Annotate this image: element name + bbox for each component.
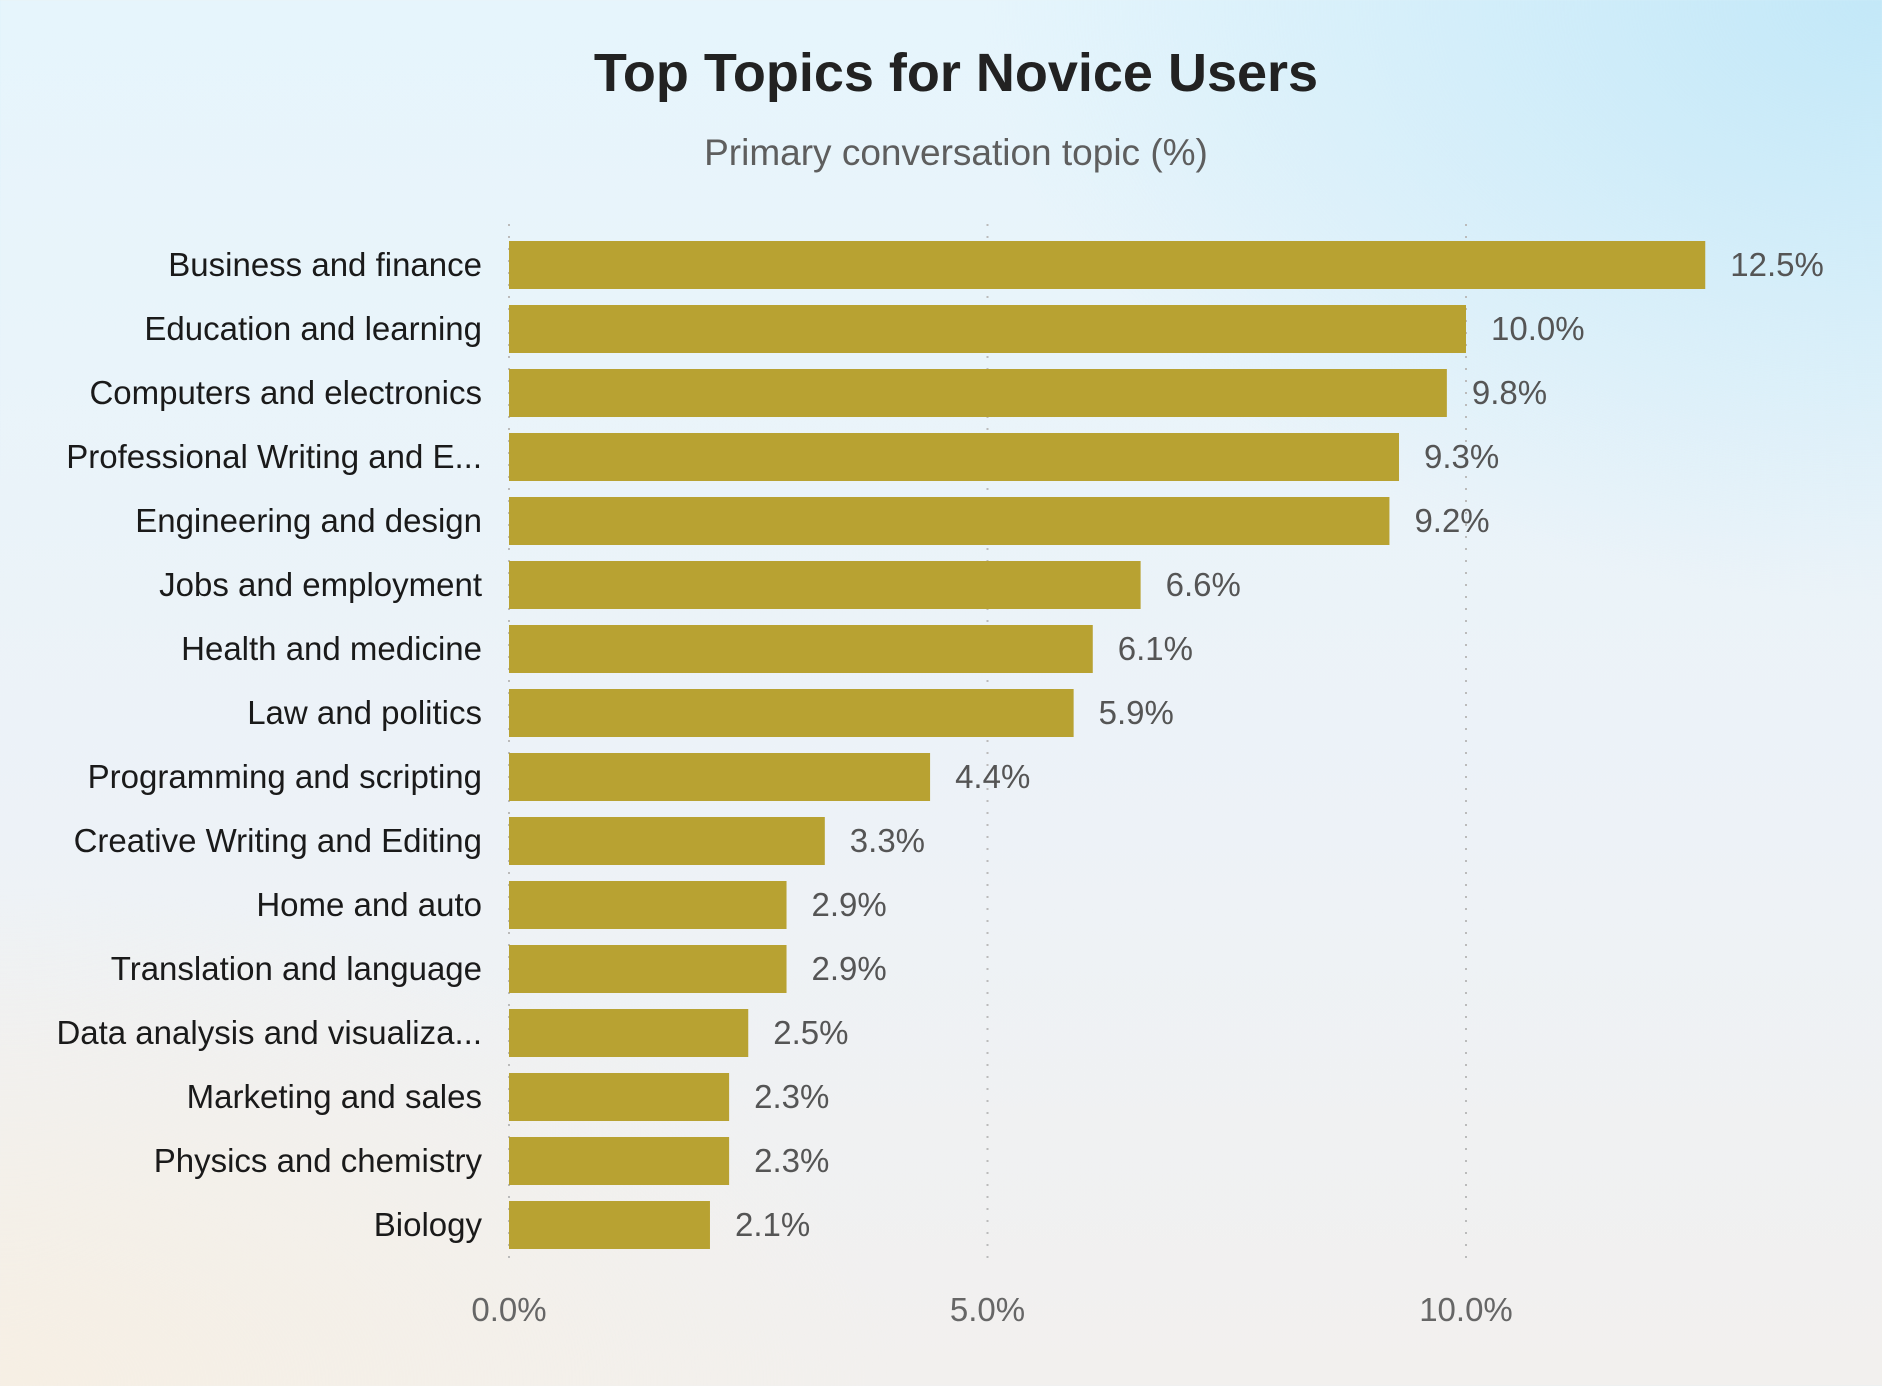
bar <box>509 689 1074 737</box>
bar <box>509 1137 730 1185</box>
data-label: 4.4% <box>955 758 1030 795</box>
category-label: Marketing and sales <box>187 1078 482 1115</box>
category-label: Engineering and design <box>135 502 482 539</box>
category-label: Law and politics <box>247 694 482 731</box>
bar <box>509 497 1390 545</box>
category-label: Education and learning <box>144 310 482 347</box>
category-label: Professional Writing and E... <box>66 438 482 475</box>
bar <box>509 305 1466 353</box>
category-label: Data analysis and visualiza... <box>56 1014 482 1051</box>
chart-subtitle: Primary conversation topic (%) <box>704 132 1208 173</box>
data-label: 6.1% <box>1118 630 1193 667</box>
bar <box>509 753 931 801</box>
bar <box>509 241 1706 289</box>
data-label: 3.3% <box>850 822 925 859</box>
x-tick-label: 5.0% <box>950 1291 1025 1328</box>
data-label: 12.5% <box>1730 246 1824 283</box>
data-label: 2.3% <box>754 1142 829 1179</box>
chart-title: Top Topics for Novice Users <box>593 43 1319 103</box>
data-label: 2.3% <box>754 1078 829 1115</box>
bar <box>509 561 1141 609</box>
bar <box>509 1073 730 1121</box>
category-label: Computers and electronics <box>89 374 482 411</box>
category-label: Creative Writing and Editing <box>74 822 482 859</box>
data-label: 6.6% <box>1166 566 1241 603</box>
category-label: Home and auto <box>256 886 482 923</box>
x-tick-label: 10.0% <box>1419 1291 1513 1328</box>
bar <box>509 945 787 993</box>
category-label: Biology <box>374 1206 483 1243</box>
category-label: Jobs and employment <box>159 566 482 603</box>
data-label: 2.9% <box>812 950 887 987</box>
category-label: Business and finance <box>168 246 482 283</box>
bar <box>509 1201 710 1249</box>
bar <box>509 433 1400 481</box>
bar <box>509 817 825 865</box>
bar <box>509 1009 749 1057</box>
data-label: 9.2% <box>1414 502 1489 539</box>
x-tick-label: 0.0% <box>471 1291 546 1328</box>
category-label: Physics and chemistry <box>154 1142 483 1179</box>
data-label: 2.1% <box>735 1206 810 1243</box>
data-label: 9.3% <box>1424 438 1499 475</box>
data-label: 9.8% <box>1472 374 1547 411</box>
data-label: 10.0% <box>1491 310 1585 347</box>
data-label: 2.9% <box>812 886 887 923</box>
bar <box>509 625 1093 673</box>
data-label: 2.5% <box>773 1014 848 1051</box>
category-label: Programming and scripting <box>88 758 482 795</box>
bar <box>509 369 1447 417</box>
category-label: Health and medicine <box>181 630 482 667</box>
bar <box>509 881 787 929</box>
data-label: 5.9% <box>1099 694 1174 731</box>
category-label: Translation and language <box>111 950 482 987</box>
